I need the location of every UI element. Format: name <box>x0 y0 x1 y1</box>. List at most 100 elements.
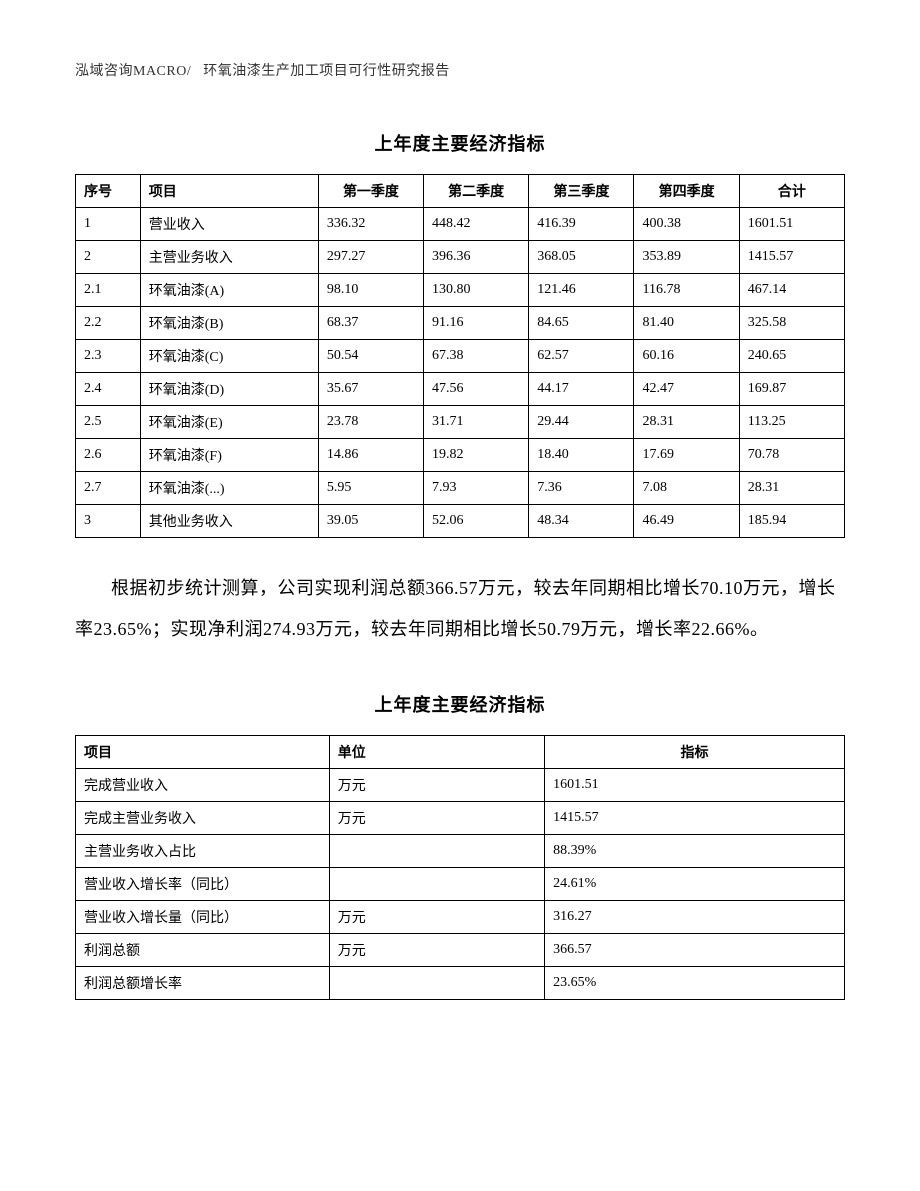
table-row: 利润总额增长率 23.65% <box>76 966 845 999</box>
table-cell: 完成营业收入 <box>76 768 330 801</box>
table-cell: 7.93 <box>424 472 529 505</box>
table2-col-0: 项目 <box>76 735 330 768</box>
table-cell: 2.7 <box>76 472 141 505</box>
table-cell: 70.78 <box>739 439 844 472</box>
table-cell: 2.2 <box>76 307 141 340</box>
table-cell: 万元 <box>329 933 544 966</box>
table-cell: 3 <box>76 505 141 538</box>
table-cell: 2.6 <box>76 439 141 472</box>
table-cell: 48.34 <box>529 505 634 538</box>
table-cell: 67.38 <box>424 340 529 373</box>
table-cell: 325.58 <box>739 307 844 340</box>
table-row: 2.1环氧油漆(A)98.10130.80121.46116.78467.14 <box>76 274 845 307</box>
table-cell: 50.54 <box>318 340 423 373</box>
table-cell: 400.38 <box>634 208 739 241</box>
table-cell: 万元 <box>329 801 544 834</box>
table-cell: 28.31 <box>634 406 739 439</box>
table-row: 3其他业务收入39.0552.0648.3446.49185.94 <box>76 505 845 538</box>
table-cell: 19.82 <box>424 439 529 472</box>
table-cell: 1601.51 <box>739 208 844 241</box>
table-cell: 其他业务收入 <box>140 505 318 538</box>
table-cell: 396.36 <box>424 241 529 274</box>
table-cell: 环氧油漆(E) <box>140 406 318 439</box>
table-cell: 17.69 <box>634 439 739 472</box>
table-row: 2.4环氧油漆(D)35.6747.5644.1742.47169.87 <box>76 373 845 406</box>
table-cell: 万元 <box>329 768 544 801</box>
table-cell: 营业收入增长率（同比） <box>76 867 330 900</box>
table-row: 2.5环氧油漆(E)23.7831.7129.4428.31113.25 <box>76 406 845 439</box>
table-row: 2.6环氧油漆(F)14.8619.8218.4017.6970.78 <box>76 439 845 472</box>
table1-col-2: 第一季度 <box>318 175 423 208</box>
header-title: 环氧油漆生产加工项目可行性研究报告 <box>203 64 450 79</box>
table-row: 2.2环氧油漆(B)68.3791.1684.6581.40325.58 <box>76 307 845 340</box>
table-cell: 35.67 <box>318 373 423 406</box>
table-row: 完成主营业务收入万元1415.57 <box>76 801 845 834</box>
table-row: 2.7环氧油漆(...)5.957.937.367.0828.31 <box>76 472 845 505</box>
table-cell: 18.40 <box>529 439 634 472</box>
table-cell: 240.65 <box>739 340 844 373</box>
table-cell: 185.94 <box>739 505 844 538</box>
table-cell: 113.25 <box>739 406 844 439</box>
table-row: 完成营业收入万元1601.51 <box>76 768 845 801</box>
table-cell: 环氧油漆(D) <box>140 373 318 406</box>
table-row: 营业收入增长率（同比） 24.61% <box>76 867 845 900</box>
table-cell: 44.17 <box>529 373 634 406</box>
table-cell <box>329 834 544 867</box>
table-cell: 万元 <box>329 900 544 933</box>
table1-col-6: 合计 <box>739 175 844 208</box>
table-cell: 39.05 <box>318 505 423 538</box>
quarterly-indicators-table: 序号 项目 第一季度 第二季度 第三季度 第四季度 合计 1营业收入336.32… <box>75 174 845 538</box>
table-cell: 416.39 <box>529 208 634 241</box>
table-cell: 23.65% <box>545 966 845 999</box>
table-cell: 1415.57 <box>545 801 845 834</box>
table-cell: 353.89 <box>634 241 739 274</box>
table1-header-row: 序号 项目 第一季度 第二季度 第三季度 第四季度 合计 <box>76 175 845 208</box>
table-cell: 121.46 <box>529 274 634 307</box>
table-cell: 467.14 <box>739 274 844 307</box>
table-row: 2.3环氧油漆(C)50.5467.3862.5760.16240.65 <box>76 340 845 373</box>
table-cell: 完成主营业务收入 <box>76 801 330 834</box>
table-cell: 23.78 <box>318 406 423 439</box>
table-cell: 62.57 <box>529 340 634 373</box>
table-cell: 2.3 <box>76 340 141 373</box>
table-row: 2主营业务收入297.27396.36368.05353.891415.57 <box>76 241 845 274</box>
table1-col-0: 序号 <box>76 175 141 208</box>
table1-title: 上年度主要经济指标 <box>75 130 845 156</box>
summary-indicators-table: 项目 单位 指标 完成营业收入万元1601.51完成主营业务收入万元1415.5… <box>75 735 845 1000</box>
table-cell: 环氧油漆(...) <box>140 472 318 505</box>
table-cell: 2.1 <box>76 274 141 307</box>
table-cell: 91.16 <box>424 307 529 340</box>
table-cell: 84.65 <box>529 307 634 340</box>
table-cell: 297.27 <box>318 241 423 274</box>
table-cell: 2.4 <box>76 373 141 406</box>
table-cell: 1415.57 <box>739 241 844 274</box>
table-cell: 利润总额增长率 <box>76 966 330 999</box>
table2-col-1: 单位 <box>329 735 544 768</box>
header-company: 泓域咨询MACRO/ <box>75 64 191 79</box>
table-cell: 7.36 <box>529 472 634 505</box>
table-cell: 368.05 <box>529 241 634 274</box>
table-row: 利润总额万元366.57 <box>76 933 845 966</box>
table1-col-5: 第四季度 <box>634 175 739 208</box>
table-cell <box>329 966 544 999</box>
table-cell: 42.47 <box>634 373 739 406</box>
table-cell: 营业收入增长量（同比） <box>76 900 330 933</box>
table-cell: 88.39% <box>545 834 845 867</box>
table-cell: 营业收入 <box>140 208 318 241</box>
table-cell: 主营业务收入 <box>140 241 318 274</box>
table-cell: 主营业务收入占比 <box>76 834 330 867</box>
summary-paragraph: 根据初步统计测算，公司实现利润总额366.57万元，较去年同期相比增长70.10… <box>75 568 845 651</box>
table-cell: 利润总额 <box>76 933 330 966</box>
table-cell: 68.37 <box>318 307 423 340</box>
table-cell: 116.78 <box>634 274 739 307</box>
table2-col-2: 指标 <box>545 735 845 768</box>
table2-title: 上年度主要经济指标 <box>75 691 845 717</box>
table-cell: 316.27 <box>545 900 845 933</box>
page-header: 泓域咨询MACRO/ 环氧油漆生产加工项目可行性研究报告 <box>75 60 845 80</box>
table-cell: 环氧油漆(B) <box>140 307 318 340</box>
table-cell: 28.31 <box>739 472 844 505</box>
table-cell: 47.56 <box>424 373 529 406</box>
table-cell: 336.32 <box>318 208 423 241</box>
table-cell: 环氧油漆(A) <box>140 274 318 307</box>
table-cell: 24.61% <box>545 867 845 900</box>
